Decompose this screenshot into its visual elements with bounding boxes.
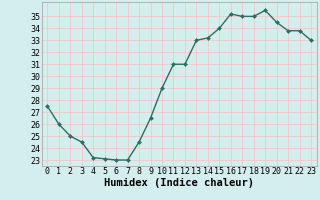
X-axis label: Humidex (Indice chaleur): Humidex (Indice chaleur) xyxy=(104,178,254,188)
